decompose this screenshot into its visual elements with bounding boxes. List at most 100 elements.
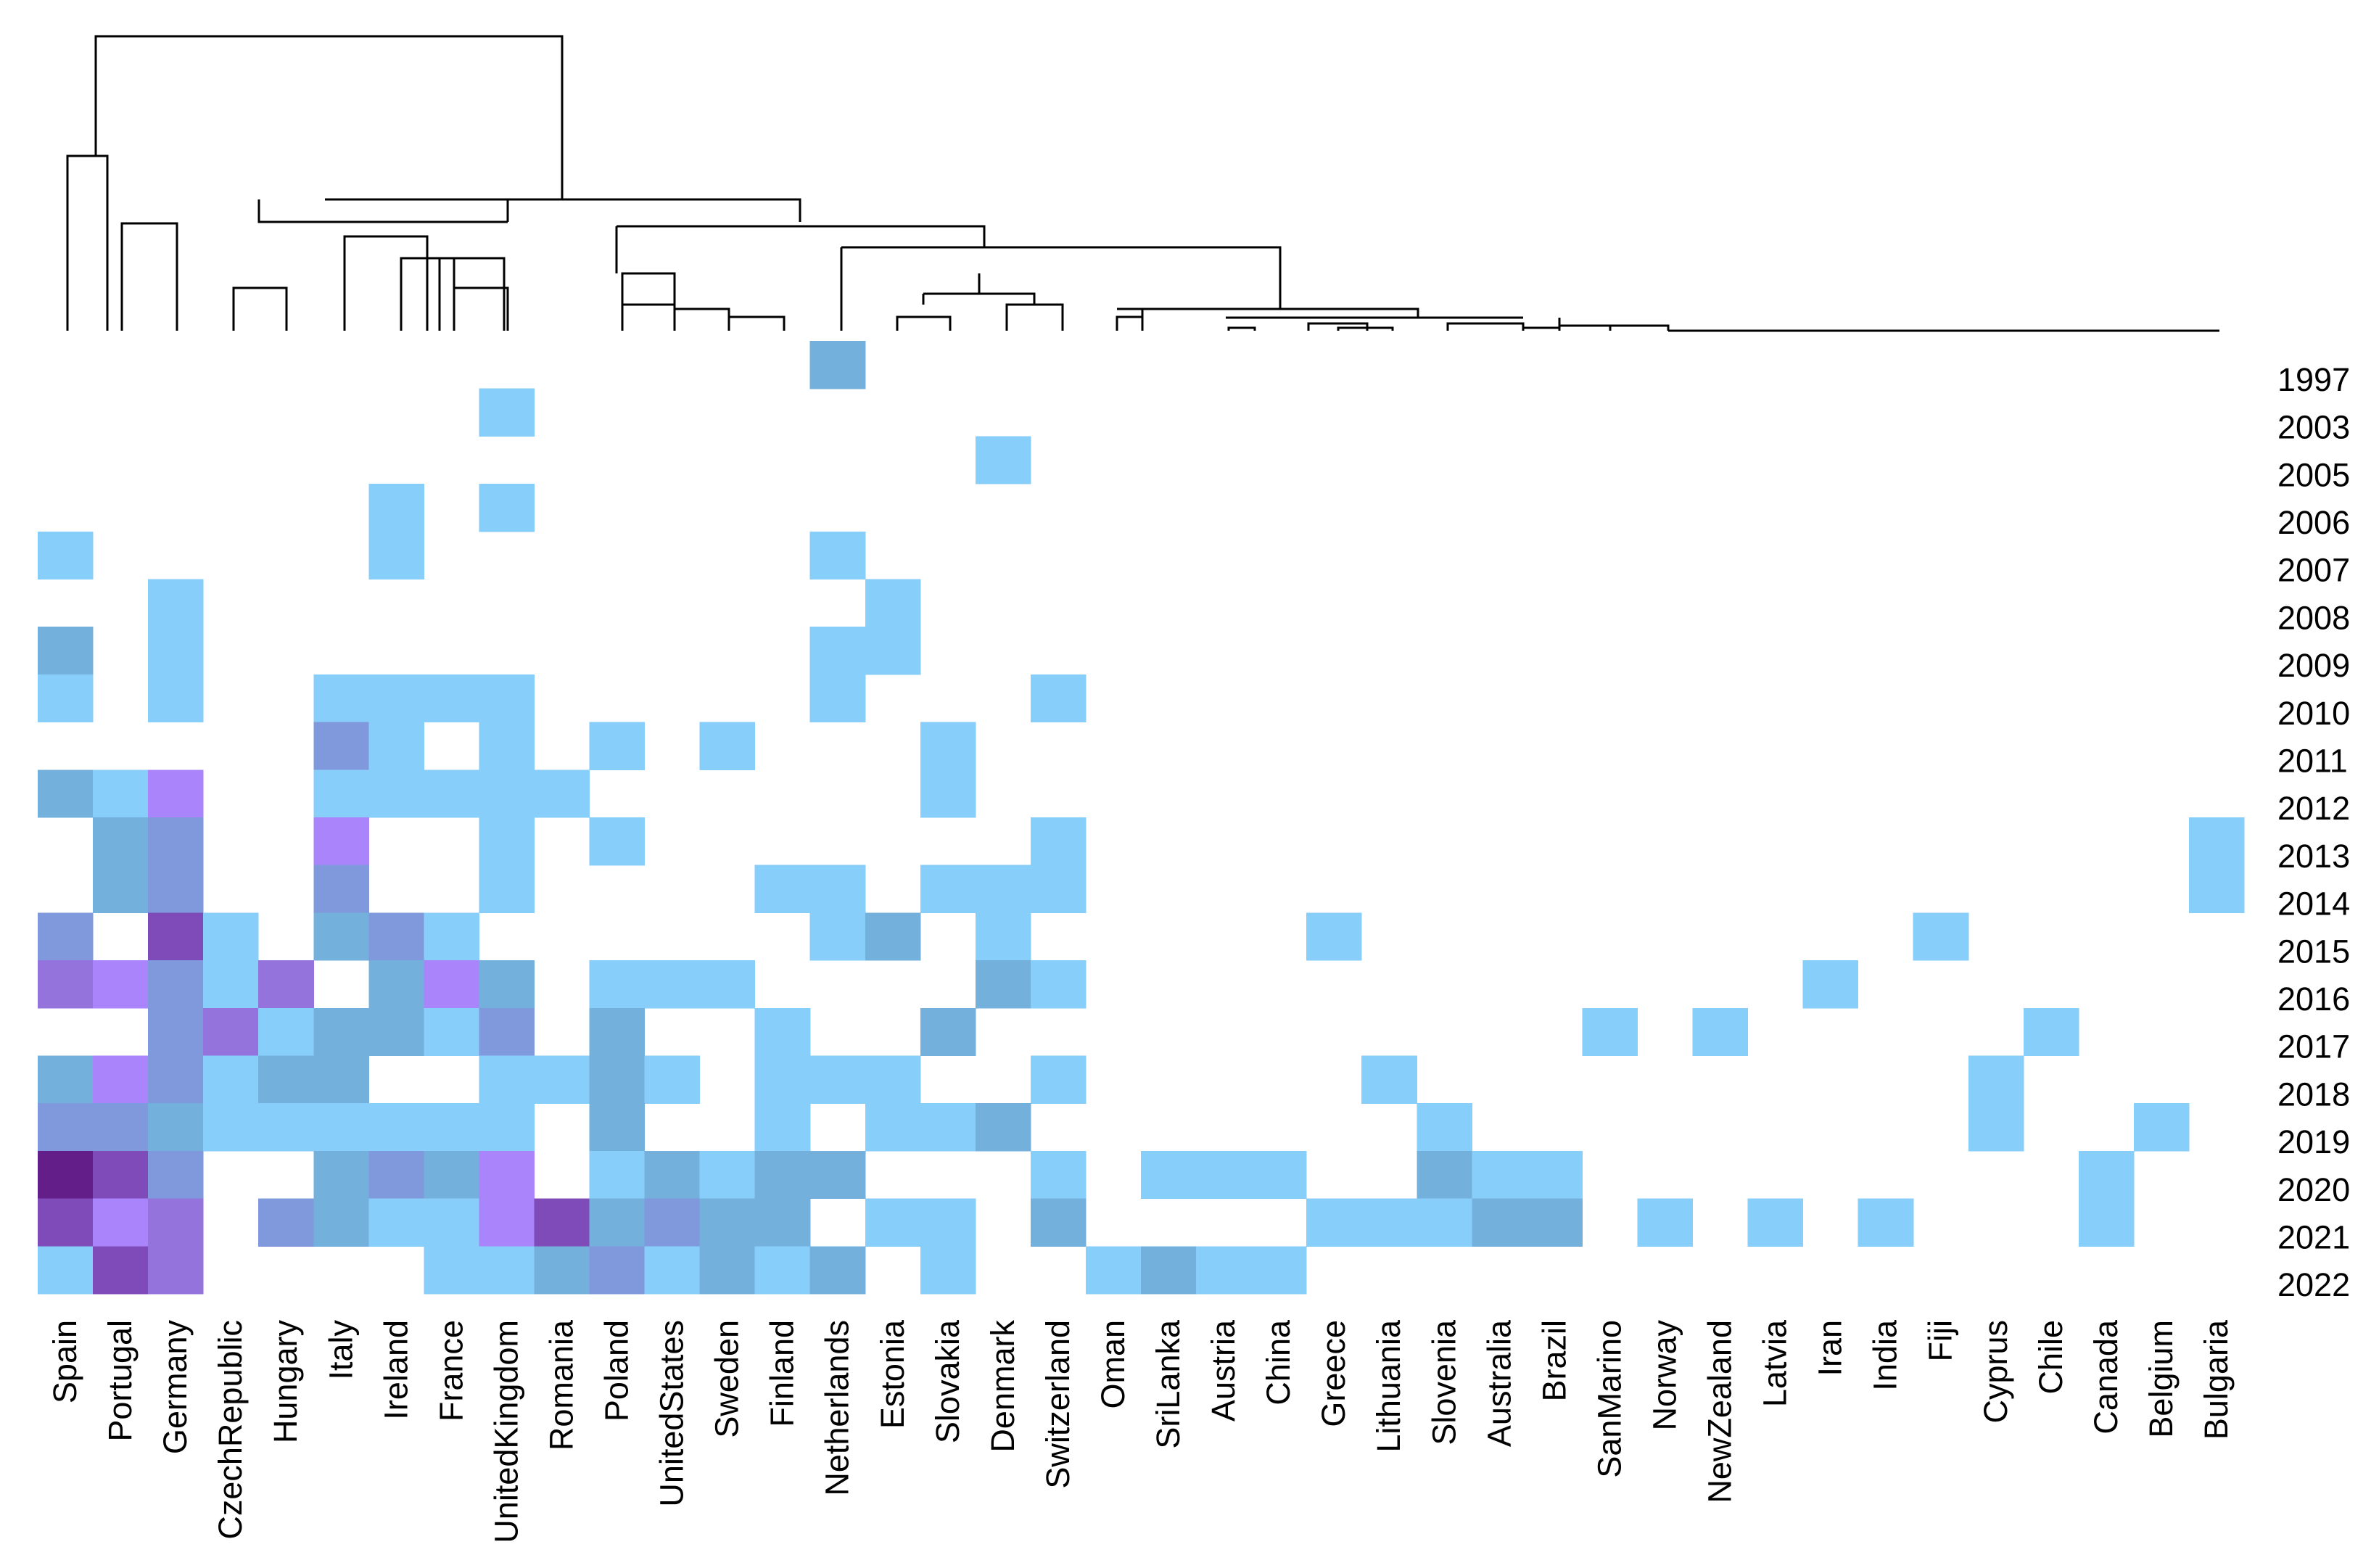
heatmap-cell: [368, 722, 424, 770]
heatmap-cell: [479, 722, 535, 770]
heatmap-cell: [1417, 1198, 1472, 1247]
heatmap-cell: [589, 1246, 646, 1295]
heatmap-cell: [424, 912, 479, 961]
row-label: 2016: [2277, 981, 2350, 1018]
heatmap-cell: [424, 1103, 479, 1152]
heatmap-cell: [93, 1150, 149, 1200]
dendro-branch: [896, 315, 952, 331]
heatmap-cell: [93, 865, 149, 913]
row-labels: 1997 2003 2005 2006 2007 2008 2009 2010 2011 2012…: [2277, 361, 2350, 1303]
heatmap-cell: [368, 1198, 424, 1247]
dendro-branch: [453, 286, 509, 331]
heatmap-cell: [38, 1198, 94, 1247]
heatmap-cell: [975, 960, 1031, 1009]
heatmap-cell: [38, 912, 94, 961]
heatmap-cell: [424, 769, 479, 818]
heatmap-cell: [1030, 1055, 1087, 1104]
row-label: 1997: [2277, 361, 2350, 398]
heatmap-cell: [1196, 1246, 1252, 1295]
heatmap-cell: [1802, 960, 1859, 1009]
heatmap-cell: [2188, 817, 2245, 866]
heatmap-cell: [1141, 1150, 1197, 1200]
heatmap-cell: [258, 1007, 314, 1057]
heatmap-cell: [93, 1198, 149, 1247]
heatmap-cell: [368, 1150, 424, 1200]
row-label: 2014: [2277, 886, 2350, 923]
heatmap-cell: [2133, 1103, 2190, 1152]
column-label: Spain: [46, 1320, 83, 1403]
heatmap-cell: [313, 912, 369, 961]
heatmap-cell: [148, 1246, 204, 1295]
heatmap-cell: [975, 436, 1031, 484]
heatmap-cell: [809, 674, 866, 723]
heatmap-cell: [534, 769, 590, 818]
column-labels: Spain Portugal Germany CzechRepublic Hungary…: [46, 1319, 2235, 1543]
heatmap-cell: [865, 912, 921, 961]
dendro-branch: [1116, 315, 1144, 331]
dendro-branch: [66, 154, 109, 331]
heatmap-cell: [809, 1055, 866, 1104]
heatmap-cell: [479, 865, 535, 913]
heatmap-cell: [38, 674, 94, 723]
heatmap-cell: [258, 960, 314, 1009]
heatmap-cell: [809, 865, 866, 913]
column-label: UnitedStates: [653, 1320, 690, 1507]
heatmap-cell: [534, 1246, 590, 1295]
row-label: 2021: [2277, 1219, 2350, 1256]
heatmap-cell: [589, 1007, 646, 1057]
heatmap-cell: [479, 388, 535, 437]
heatmap-cell: [313, 817, 369, 866]
row-label: 2019: [2277, 1123, 2350, 1160]
column-label: Germany: [157, 1320, 194, 1455]
heatmap-cell: [754, 1198, 811, 1247]
dendro-branch: [257, 199, 508, 223]
heatmap-cell: [644, 960, 701, 1009]
column-label: Estonia: [874, 1319, 911, 1429]
dendro-branch: [438, 257, 506, 331]
column-label: Norway: [1646, 1320, 1683, 1431]
dendro-branch: [617, 225, 986, 247]
column-label: CzechRepublic: [212, 1320, 249, 1540]
heatmap-cell: [148, 1007, 204, 1057]
heatmap-cell: [258, 1103, 314, 1152]
dendro-branch: [673, 308, 730, 331]
column-label: Austria: [1205, 1319, 1242, 1421]
heatmap-cell: [1527, 1150, 1583, 1200]
column-label: Greece: [1315, 1320, 1352, 1427]
column-label: Romania: [543, 1319, 580, 1451]
heatmap-cell: [368, 960, 424, 1009]
row-label: 2017: [2277, 1028, 2350, 1065]
heatmap-cell: [809, 531, 866, 580]
heatmap-cell: [589, 960, 646, 1009]
heatmap-cell: [148, 627, 204, 675]
heatmap-cell: [424, 1198, 479, 1247]
heatmap-cell: [313, 1007, 369, 1057]
heatmap-cell: [313, 1150, 369, 1200]
column-label: India: [1867, 1319, 1904, 1391]
heatmap-cell: [809, 341, 866, 389]
heatmap-cell: [699, 722, 756, 770]
heatmap-cell: [148, 1055, 204, 1104]
heatmap-cell: [865, 1103, 921, 1152]
row-label: 2009: [2277, 647, 2350, 684]
heatmap-cell: [809, 1150, 866, 1200]
heatmap-cell: [93, 1103, 149, 1152]
heatmap-cell: [93, 1246, 149, 1295]
column-label: Sweden: [709, 1320, 746, 1438]
heatmap-cell: [479, 960, 535, 1009]
heatmap-cell: [479, 817, 535, 866]
heatmap-cell: [479, 484, 535, 532]
dendro-branch: [1337, 326, 1394, 331]
heatmap-cell: [424, 1246, 479, 1295]
heatmap-cell: [1692, 1007, 1749, 1057]
column-label: Ireland: [377, 1320, 414, 1420]
heatmap-cell: [699, 960, 756, 1009]
heatmap-cell: [1968, 1103, 2024, 1152]
heatmap-cell: [975, 1103, 1031, 1152]
heatmap-cell: [148, 579, 204, 627]
heatmap-cell: [1361, 1198, 1417, 1247]
heatmap-cell: [1306, 912, 1362, 961]
heatmap-cell: [644, 1055, 701, 1104]
dendro-branch: [1446, 322, 1525, 331]
heatmap-cell: [313, 1103, 369, 1152]
